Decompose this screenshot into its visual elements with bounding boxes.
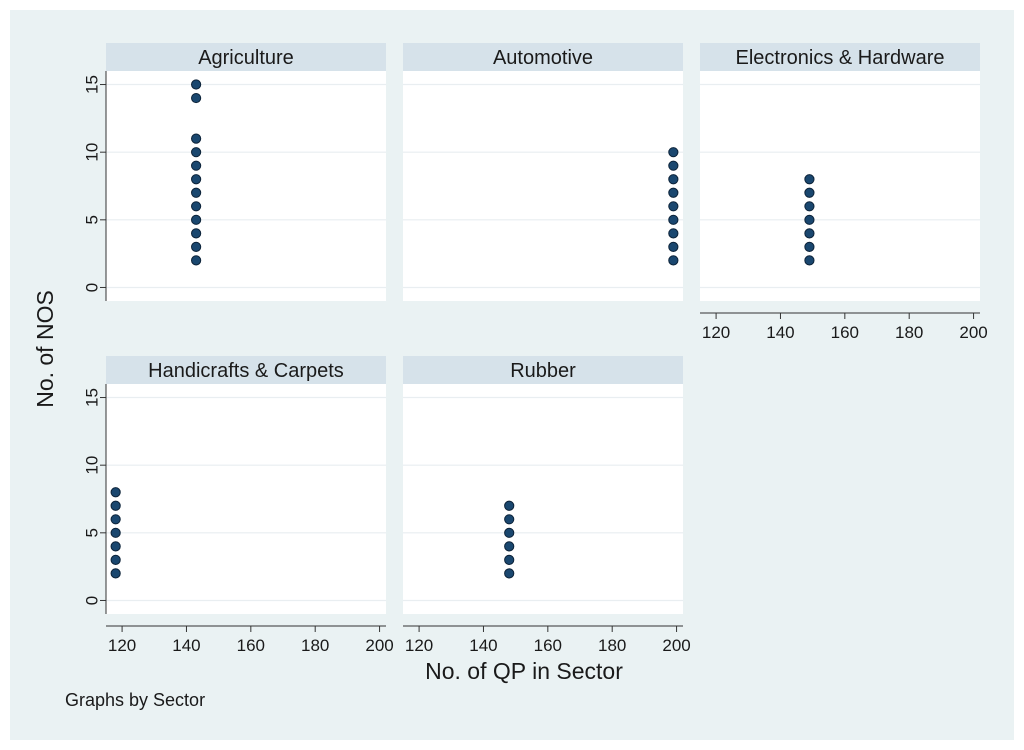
- panel-header: [106, 43, 386, 71]
- panel-title: Handicrafts & Carpets: [148, 360, 344, 382]
- panel-title: Automotive: [493, 47, 593, 69]
- panel: Rubber 120 140 160 180 200: [403, 356, 691, 655]
- data-point: [110, 554, 121, 565]
- panel-header: [403, 43, 683, 71]
- data-point: [110, 500, 121, 511]
- data-point: [191, 133, 202, 144]
- y-tick-label: 15: [83, 75, 102, 94]
- data-point: [504, 527, 515, 538]
- x-tick-label: 180: [598, 636, 626, 655]
- x-tick-label: 120: [702, 323, 730, 342]
- data-point: [668, 228, 679, 239]
- panel: Automotive: [403, 43, 683, 301]
- panel-title: Agriculture: [198, 47, 294, 69]
- plot-area: [106, 384, 386, 614]
- data-point: [191, 228, 202, 239]
- x-tick-label: 160: [237, 636, 265, 655]
- data-point: [504, 568, 515, 579]
- x-tick-label: 200: [959, 323, 987, 342]
- panel-header: [106, 356, 386, 384]
- data-point: [804, 201, 815, 212]
- data-point: [191, 255, 202, 266]
- y-tick-label: 15: [83, 388, 102, 407]
- data-point: [804, 174, 815, 185]
- y-tick-label: 5: [83, 528, 102, 537]
- data-point: [191, 160, 202, 171]
- x-tick-label: 180: [301, 636, 329, 655]
- x-tick-label: 140: [172, 636, 200, 655]
- data-point: [668, 214, 679, 225]
- x-tick-label: 160: [534, 636, 562, 655]
- data-point: [668, 147, 679, 158]
- x-tick-label: 140: [469, 636, 497, 655]
- data-point: [504, 541, 515, 552]
- y-tick-label: 5: [83, 215, 102, 224]
- data-point: [191, 147, 202, 158]
- panel-title: Rubber: [510, 360, 576, 382]
- data-point: [110, 568, 121, 579]
- panel-title: Electronics & Hardware: [736, 47, 945, 69]
- x-tick-label: 140: [766, 323, 794, 342]
- x-tick-label: 160: [831, 323, 859, 342]
- data-point: [191, 201, 202, 212]
- x-tick-label: 200: [365, 636, 393, 655]
- data-point: [804, 228, 815, 239]
- data-point: [504, 514, 515, 525]
- x-tick-label: 120: [405, 636, 433, 655]
- data-point: [668, 174, 679, 185]
- x-axis-title: No. of QP in Sector: [425, 658, 623, 684]
- data-point: [191, 241, 202, 252]
- panel: Agriculture 0 5 10 15: [83, 43, 386, 301]
- data-point: [110, 527, 121, 538]
- panel-grid: Agriculture 0 5 10 15 Automotive Electronics &…: [83, 43, 988, 655]
- graphs-by-note: Graphs by Sector: [65, 690, 205, 710]
- data-point: [191, 214, 202, 225]
- panel-header: [700, 43, 980, 71]
- y-axis-title: No. of NOS: [32, 290, 58, 408]
- data-point: [504, 554, 515, 565]
- plot-area: [106, 71, 386, 301]
- data-point: [668, 160, 679, 171]
- y-tick-label: 0: [83, 283, 102, 292]
- plot-area: [700, 71, 980, 301]
- data-point: [804, 214, 815, 225]
- x-tick-label: 180: [895, 323, 923, 342]
- data-point: [804, 255, 815, 266]
- panel-header: [403, 356, 683, 384]
- y-tick-label: 0: [83, 596, 102, 605]
- data-point: [668, 255, 679, 266]
- data-point: [504, 500, 515, 511]
- data-point: [110, 541, 121, 552]
- data-point: [668, 201, 679, 212]
- data-point: [110, 487, 121, 498]
- plot-area: [403, 71, 683, 301]
- y-tick-label: 10: [83, 143, 102, 162]
- data-point: [110, 514, 121, 525]
- x-tick-label: 200: [662, 636, 690, 655]
- y-tick-label: 10: [83, 456, 102, 475]
- data-point: [668, 241, 679, 252]
- data-point: [804, 187, 815, 198]
- x-tick-label: 120: [108, 636, 136, 655]
- plot-area: [403, 384, 683, 614]
- panel: Electronics & Hardware 120 140 160 180 200: [700, 43, 988, 342]
- panel: Handicrafts & Carpets 0 5 10 15 120 140 160 180 2…: [83, 356, 394, 655]
- data-point: [191, 79, 202, 90]
- data-point: [191, 187, 202, 198]
- data-point: [191, 92, 202, 104]
- data-point: [668, 187, 679, 198]
- data-point: [191, 174, 202, 185]
- data-point: [804, 241, 815, 252]
